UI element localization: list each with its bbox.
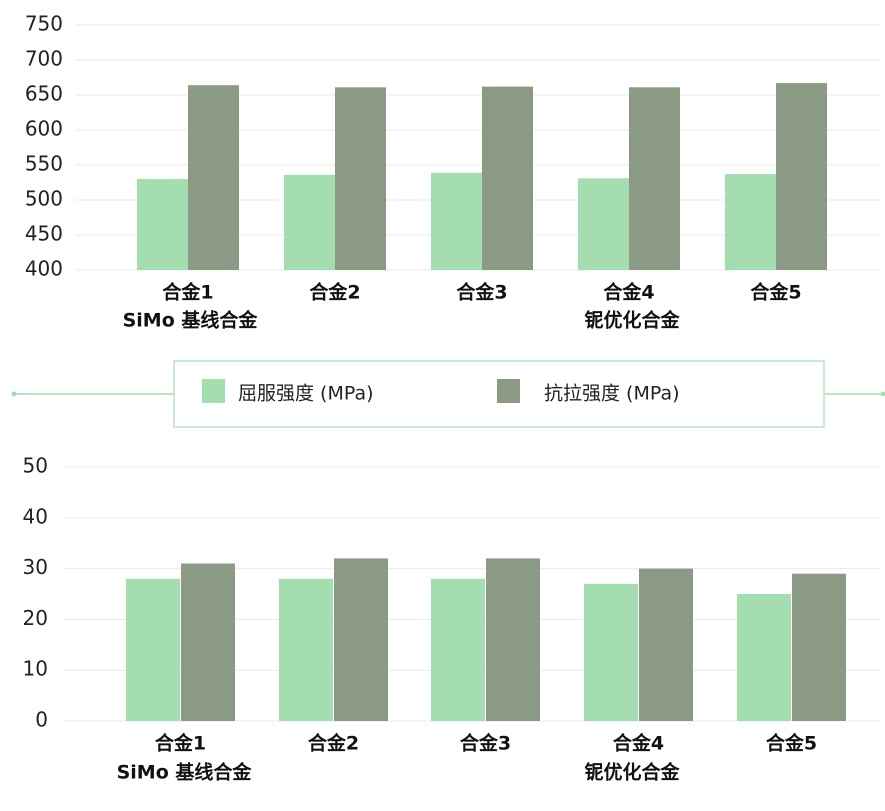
x-tick-label: 合金1 (162, 281, 213, 304)
x-tick-label: 合金5 (750, 281, 801, 304)
bar-tensile (335, 87, 386, 270)
chart-1: 400 450 500 550 600 650 700 750 合金1 合金2 合金3 合金4 合金5 S… (25, 12, 880, 332)
group-label: SiMo 基线合金 (117, 761, 253, 784)
x-tick-label: 合金2 (309, 281, 360, 304)
bar-tensile (188, 85, 239, 270)
y-tick-label: 600 (25, 117, 63, 141)
bar-yield (725, 174, 776, 270)
group-label: SiMo 基线合金 (123, 309, 259, 332)
bar-tensile (482, 86, 533, 270)
bar-yield (137, 179, 188, 270)
bar-tensile (629, 87, 680, 270)
legend-swatch-yield (202, 379, 225, 403)
y-tick-label: 10 (23, 657, 48, 681)
group-label: 铌优化合金 (584, 761, 680, 784)
x-tick-label: 合金5 (766, 732, 817, 755)
x-tick-label: 合金3 (456, 281, 507, 304)
y-tick-label: 40 (23, 504, 48, 528)
bar-tensile (334, 558, 388, 721)
bar-yield (126, 578, 180, 721)
y-tick-label: 750 (25, 12, 63, 36)
x-tick-label: 合金3 (460, 732, 511, 755)
bar-yield (431, 172, 482, 270)
legend: 屈服强度 (MPa) 抗拉强度 (MPa) (11, 360, 885, 428)
y-tick-label: 50 (23, 454, 48, 478)
bar-tensile (639, 568, 693, 721)
x-tick-label: 合金4 (613, 732, 664, 755)
legend-connector-left-dot (11, 391, 17, 397)
y-tick-label: 20 (23, 606, 48, 630)
y-tick-label: 450 (25, 222, 63, 246)
x-tick-label: 合金4 (603, 281, 654, 304)
legend-connector-right-dot (880, 391, 885, 397)
bar-yield (284, 174, 335, 270)
bar-yield (279, 578, 333, 721)
bar-yield (584, 583, 638, 721)
group-label: 铌优化合金 (584, 309, 680, 332)
legend-label-tensile: 抗拉强度 (MPa) (544, 383, 680, 405)
bar-yield (578, 178, 629, 270)
bar-yield (737, 594, 791, 721)
y-tick-label: 550 (25, 152, 63, 176)
bar-tensile (776, 83, 827, 270)
y-tick-label: 30 (23, 555, 48, 579)
y-tick-label: 700 (25, 47, 63, 71)
legend-swatch-tensile (497, 379, 520, 403)
bar-tensile (792, 573, 846, 721)
bar-yield (431, 578, 485, 721)
bar-tensile (181, 563, 235, 721)
x-tick-label: 合金1 (155, 732, 206, 755)
y-tick-label: 500 (25, 187, 63, 211)
y-tick-label: 650 (25, 82, 63, 106)
y-tick-label: 0 (35, 708, 48, 732)
y-tick-label: 400 (25, 257, 63, 281)
legend-label-yield: 屈服强度 (MPa) (238, 383, 374, 405)
bar-tensile (486, 558, 540, 721)
x-tick-label: 合金2 (308, 732, 359, 755)
chart-2: 0 10 20 30 40 50 合金1 合金2 合金3 合金4 合金5 SiMo 基线合金 铌优化合金 (23, 454, 880, 784)
